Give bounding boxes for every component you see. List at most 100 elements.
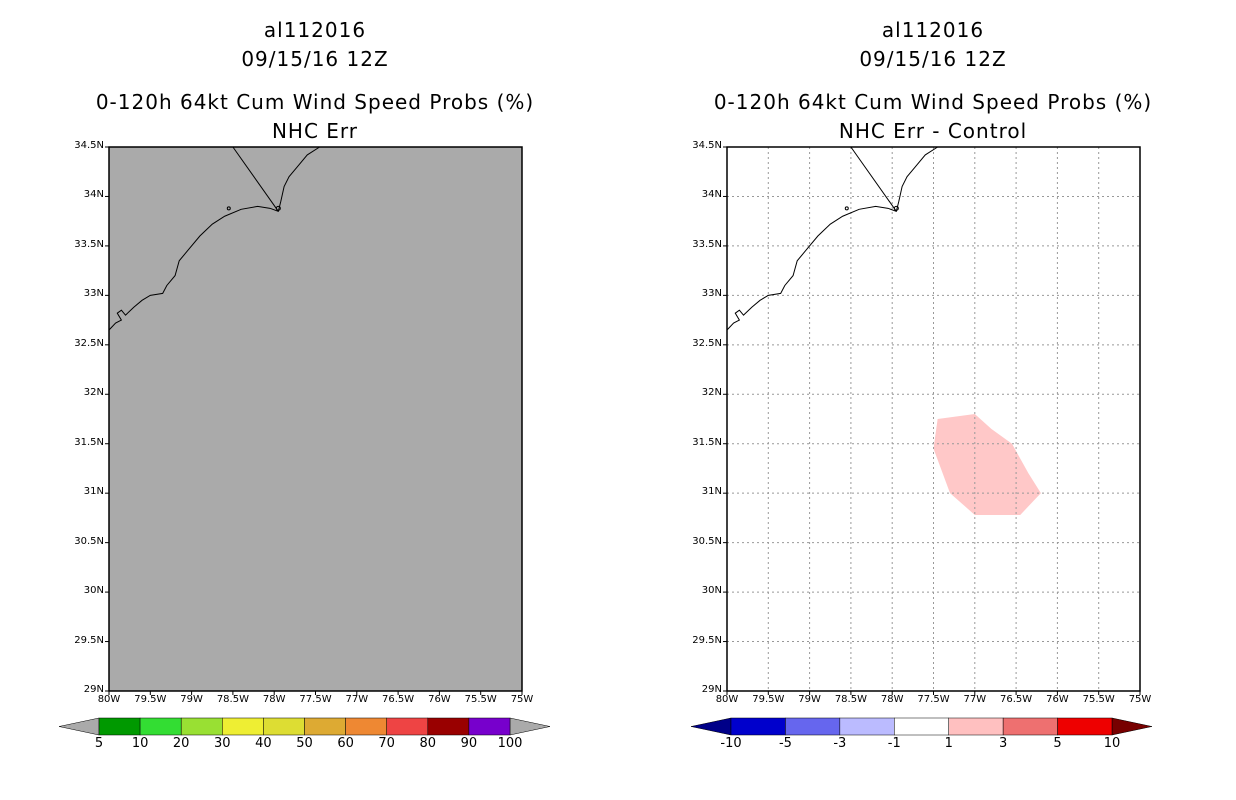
colorbar-segment <box>98 717 141 736</box>
x-tick-label: 79.5W <box>134 694 167 705</box>
y-tick-label: 32N <box>83 387 104 399</box>
coast-marker <box>844 206 849 211</box>
x-tick-label: 77W <box>963 694 987 705</box>
x-tick-label: 78.5W <box>216 694 249 705</box>
y-tick-label: 34N <box>701 189 722 201</box>
y-tick-label: 31N <box>701 486 722 498</box>
x-tick-label: 75.5W <box>1082 694 1115 705</box>
colorbar-segment <box>730 717 786 736</box>
y-tick-label: 34.5N <box>692 140 722 151</box>
colorbar-segment <box>468 717 511 736</box>
y-tick-label: 31.5N <box>74 436 104 448</box>
right-subtitle: NHC Err - Control <box>838 119 1028 143</box>
left-datetime: 09/15/16 12Z <box>241 47 389 71</box>
x-tick-label: 76.5W <box>1000 694 1033 705</box>
left-storm-id: al112016 <box>263 18 367 42</box>
y-tick-label: 29.5N <box>74 634 104 646</box>
colorbar-label: 30 <box>214 736 231 751</box>
colorbar-label: 20 <box>172 736 190 751</box>
y-tick-label: 33N <box>701 288 722 300</box>
colorbar-segment <box>427 717 470 736</box>
x-tick-label: 76W <box>1046 694 1069 705</box>
right-datetime: 09/15/16 12Z <box>859 47 1007 71</box>
colorbar-left <box>58 717 551 736</box>
y-tick-label: 30N <box>701 585 722 597</box>
x-tick-label: 78W <box>262 694 286 705</box>
coast-marker <box>893 205 899 211</box>
left-product-title: 0-120h 64kt Cum Wind Speed Probs (%) <box>95 90 535 114</box>
x-tick-label: 79W <box>798 694 821 705</box>
y-tick-label: 31N <box>83 486 104 498</box>
colorbar-label: -10 <box>720 736 742 751</box>
y-tick-label: 33N <box>83 288 104 300</box>
colorbar-segment <box>1002 717 1058 736</box>
x-tick-label: 77.5W <box>299 694 332 705</box>
colorbar-under-arrow <box>58 717 100 736</box>
colorbar-label: 50 <box>296 736 313 751</box>
colorbar-label: 100 <box>497 736 523 751</box>
x-tick-label: 80W <box>715 694 739 705</box>
x-tick-label: 76W <box>428 694 451 705</box>
colorbar-label: -5 <box>778 736 792 751</box>
coastline <box>108 146 320 331</box>
coast-marker <box>275 205 281 211</box>
x-tick-label: 75W <box>510 694 534 705</box>
colorbar-label: 10 <box>131 736 149 751</box>
state-border <box>850 146 897 212</box>
colorbar-segment <box>304 717 346 736</box>
colorbar-label: 1 <box>944 736 953 751</box>
right-storm-id: al112016 <box>881 18 985 42</box>
map-panel-right <box>690 146 1153 736</box>
y-tick-label: 31.5N <box>692 436 722 448</box>
coast-marker <box>226 206 231 211</box>
x-tick-label: 75W <box>1128 694 1152 705</box>
y-tick-label: 33.5N <box>74 238 104 250</box>
colorbar-segment <box>180 717 223 736</box>
state-border <box>232 146 279 212</box>
colorbar-right <box>690 717 1153 736</box>
y-tick-label: 32N <box>701 387 722 399</box>
colorbar-label: 5 <box>1053 736 1062 751</box>
y-tick-label: 33.5N <box>692 238 722 250</box>
y-tick-label: 34N <box>83 189 104 201</box>
colorbar-label: 60 <box>337 736 354 751</box>
colorbar-segment <box>894 717 949 736</box>
prob-field-0 <box>933 414 1041 515</box>
colorbar-label: -3 <box>833 736 847 751</box>
colorbar-label: 80 <box>419 736 437 751</box>
colorbar-label: 70 <box>378 736 395 751</box>
colorbar-label: -1 <box>887 736 901 751</box>
y-tick-label: 30.5N <box>692 535 722 547</box>
x-tick-label: 76.5W <box>382 694 415 705</box>
y-tick-label: 30.5N <box>74 535 104 547</box>
colorbar-label: 40 <box>255 736 272 751</box>
map-panel-left <box>58 146 551 736</box>
colorbar-label: 10 <box>1103 736 1121 751</box>
y-tick-label: 32.5N <box>692 337 722 349</box>
colorbar-segment <box>839 717 895 736</box>
map-background <box>109 147 522 691</box>
y-tick-label: 29N <box>83 684 104 695</box>
y-tick-label: 29.5N <box>692 634 722 646</box>
colorbar-over-arrow <box>1111 717 1153 736</box>
colorbar-over-arrow <box>509 717 551 736</box>
x-tick-label: 78W <box>880 694 904 705</box>
y-tick-label: 29N <box>701 684 722 695</box>
x-tick-label: 78.5W <box>834 694 867 705</box>
colorbar-segment <box>139 717 182 736</box>
colorbar-segment <box>948 717 1004 736</box>
colorbar-segment <box>386 717 429 736</box>
x-tick-label: 80W <box>97 694 121 705</box>
right-product-title: 0-120h 64kt Cum Wind Speed Probs (%) <box>713 90 1153 114</box>
colorbar-segment <box>222 717 264 736</box>
colorbar-label: 5 <box>94 736 104 751</box>
colorbar-under-arrow <box>690 717 732 736</box>
colorbar-label: 90 <box>460 736 478 751</box>
coastline <box>726 146 938 331</box>
x-tick-label: 77W <box>345 694 369 705</box>
y-tick-label: 34.5N <box>74 140 104 151</box>
x-tick-label: 79.5W <box>752 694 785 705</box>
y-tick-label: 32.5N <box>74 337 104 349</box>
x-tick-label: 77.5W <box>917 694 950 705</box>
